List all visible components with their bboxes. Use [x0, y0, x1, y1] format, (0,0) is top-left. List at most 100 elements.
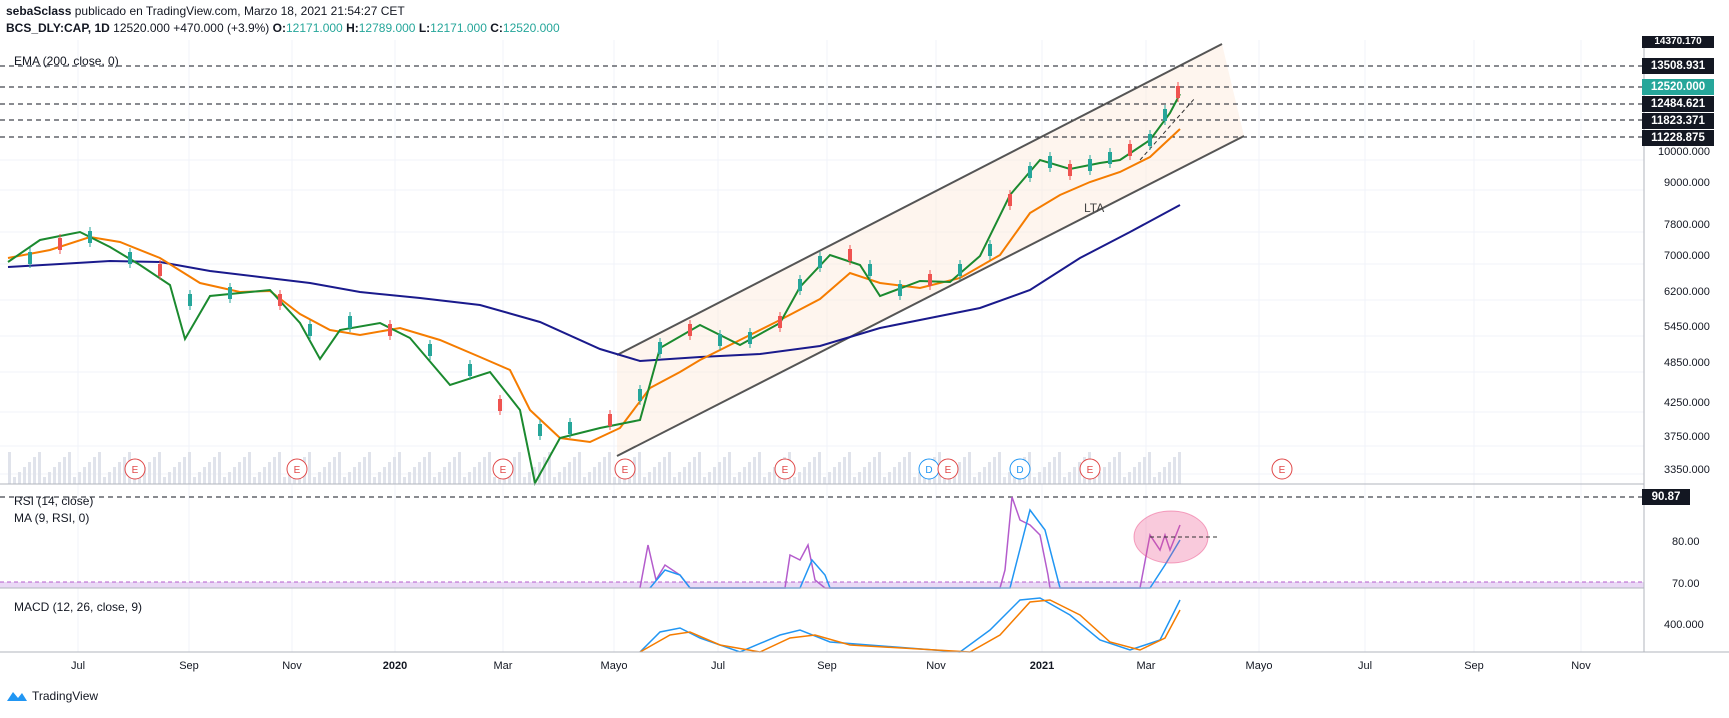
volume-bar: [318, 472, 321, 484]
volume-bar: [88, 462, 91, 484]
volume-bar: [8, 452, 11, 484]
volume-bar: [1063, 477, 1066, 484]
earnings-marker-label: E: [500, 465, 507, 476]
rsi-ma-line: [649, 508, 1181, 589]
volume-bar: [878, 452, 881, 484]
price-badge: 12484.621: [1642, 96, 1714, 112]
volume-bar: [858, 472, 861, 484]
volume-bar: [668, 452, 671, 484]
volume-bar: [903, 457, 906, 484]
time-axis-label: Sep: [1464, 660, 1484, 672]
volume-bar: [558, 472, 561, 484]
author-name[interactable]: sebaSclass: [6, 4, 72, 18]
price-tick: 3350.000: [1664, 464, 1710, 476]
symbol-label[interactable]: BCS_DLY:CAP, 1D: [6, 21, 110, 35]
volume-bar: [163, 477, 166, 484]
volume-bar: [1138, 462, 1141, 484]
volume-bar: [853, 477, 856, 484]
rsi-indicator-label[interactable]: RSI (14, close): [14, 494, 94, 508]
earnings-marker: [286, 458, 308, 480]
rsi-badge: 90.87: [1642, 489, 1690, 505]
rsi-line: [639, 496, 1181, 589]
open-label: O:: [272, 21, 286, 35]
price-tick: 9000.000: [1664, 177, 1710, 189]
volume-bar: [328, 462, 331, 484]
volume-bar: [1153, 477, 1156, 484]
volume-bar: [673, 477, 676, 484]
volume-bar: [973, 477, 976, 484]
time-axis-label: Nov: [926, 660, 946, 672]
volume-bar: [243, 457, 246, 484]
low-label: L:: [418, 21, 431, 35]
volume-bar: [888, 472, 891, 484]
volume-bar: [733, 477, 736, 484]
volume-bar: [433, 477, 436, 484]
volume-bar: [453, 457, 456, 484]
volume-bar: [48, 472, 51, 484]
volume-bar: [203, 467, 206, 484]
volume-bar: [683, 467, 686, 484]
volume-bar: [193, 477, 196, 484]
volume-bar: [818, 452, 821, 484]
volume-bar: [608, 452, 611, 484]
price-change: +470.000 (+3.9%): [173, 21, 270, 35]
volume-bar: [543, 457, 546, 484]
volume-bar: [1053, 457, 1056, 484]
lta-annotation[interactable]: LTA: [1084, 201, 1105, 215]
volume-bar: [178, 462, 181, 484]
volume-bar: [353, 467, 356, 484]
rsi-tick: 80.00: [1672, 536, 1700, 548]
volume-bar: [808, 462, 811, 484]
volume-bar: [1173, 457, 1176, 484]
price-badge: 11228.875: [1642, 130, 1714, 146]
volume-bar: [713, 467, 716, 484]
volume-bar: [23, 467, 26, 484]
publish-info: publicado en TradingView.com, Marzo 18, …: [74, 4, 405, 18]
volume-bar: [313, 477, 316, 484]
channel-fill: [617, 44, 1244, 456]
earnings-marker: [1271, 458, 1293, 480]
volume-bar: [73, 477, 76, 484]
volume-bar: [158, 452, 161, 484]
volume-bar: [1073, 467, 1076, 484]
volume-bar: [1143, 457, 1146, 484]
earnings-marker-label: E: [1087, 465, 1094, 476]
time-axis-label: Jul: [710, 660, 726, 672]
volume-bar: [18, 472, 21, 484]
volume-bar: [398, 452, 401, 484]
volume-bar: [988, 462, 991, 484]
price-tick: 3750.000: [1664, 431, 1710, 443]
volume-bar: [1128, 472, 1131, 484]
volume-bar: [308, 452, 311, 484]
volume-bar: [448, 462, 451, 484]
volume-bar: [913, 477, 916, 484]
volume-bar: [908, 452, 911, 484]
volume-bar: [418, 462, 421, 484]
volume-bar: [513, 457, 516, 484]
volume-bar: [423, 457, 426, 484]
volume-bar: [838, 462, 841, 484]
ema-short-line: [7, 93, 1181, 486]
ma-indicator-label[interactable]: MA (9, RSI, 0): [14, 511, 90, 525]
open-value: 12171.000: [286, 21, 343, 35]
volume-bar: [63, 457, 66, 484]
volume-bar: [33, 457, 36, 484]
time-axis-label: Mar: [1136, 660, 1156, 672]
volume-bar: [113, 467, 116, 484]
volume-bar: [1033, 477, 1036, 484]
tradingview-footer[interactable]: TradingView: [6, 689, 98, 703]
volume-bar: [1043, 467, 1046, 484]
earnings-marker: [124, 458, 146, 480]
time-axis-label: Sep: [179, 660, 199, 672]
volume-bar: [943, 477, 946, 484]
ema-indicator-label[interactable]: EMA (200, close, 0): [14, 54, 119, 68]
volume-bar: [1133, 467, 1136, 484]
volume-bar: [583, 477, 586, 484]
earnings-marker-label: E: [945, 465, 952, 476]
volume-bar: [13, 477, 16, 484]
price-tick: 6200.000: [1664, 286, 1710, 298]
volume-bar: [358, 462, 361, 484]
macd-indicator-label[interactable]: MACD (12, 26, close, 9): [14, 600, 143, 614]
volume-bar: [118, 462, 121, 484]
